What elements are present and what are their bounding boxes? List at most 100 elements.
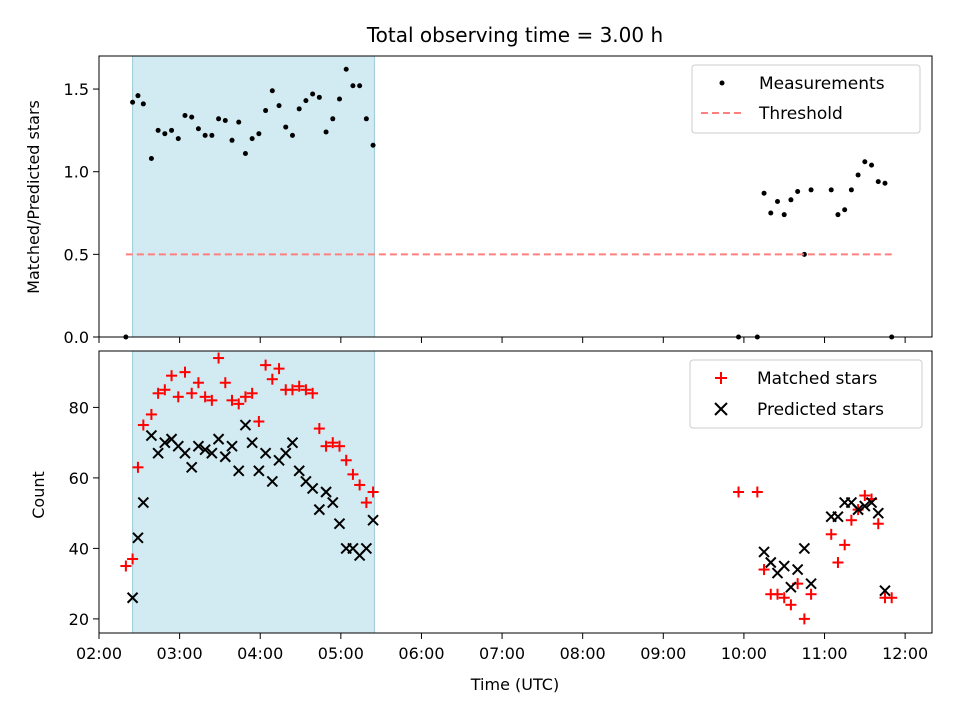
measurement-point xyxy=(130,99,136,105)
predicted-stars-point xyxy=(367,514,379,526)
predicted-stars-point xyxy=(159,436,171,449)
predicted-stars-point xyxy=(313,503,326,516)
measurement-point xyxy=(781,212,787,218)
predicted-stars-point xyxy=(785,581,797,593)
matched-stars-point xyxy=(206,394,218,406)
predicted-stars-point xyxy=(791,563,804,576)
predicted-stars-point xyxy=(327,496,339,509)
x-tick-label: 03:00 xyxy=(157,644,203,663)
predicted-stars-point xyxy=(145,429,158,442)
matched-stars-point xyxy=(266,373,278,385)
matched-stars-point xyxy=(192,377,204,389)
y-tick-label: 40 xyxy=(69,539,89,558)
measurement-point xyxy=(842,207,848,213)
matched-stars-point xyxy=(886,592,898,604)
ratio-y-axis-label: Matched/Predicted stars xyxy=(24,100,43,294)
matched-stars-point xyxy=(327,437,339,449)
predicted-stars-point xyxy=(239,419,252,431)
measurement-point xyxy=(336,96,342,102)
predicted-stars-point xyxy=(865,496,878,509)
legend-predicted-marker xyxy=(714,402,728,416)
matched-stars-point xyxy=(199,391,211,403)
measurement-point xyxy=(882,180,888,186)
measurement-point xyxy=(303,98,309,104)
measurement-point xyxy=(357,83,363,89)
predicted-stars-point xyxy=(778,560,790,572)
measurement-point xyxy=(202,132,208,138)
series-clip-group xyxy=(123,66,895,340)
ratio-panel: 0.0 0.5 1.0 1.5 Total observing time = 3.00… xyxy=(24,23,933,347)
matched-stars-point xyxy=(145,408,157,420)
matched-stars-point xyxy=(159,384,171,396)
measurement-point xyxy=(148,155,154,161)
measurement-point xyxy=(363,116,369,122)
count-highlight-band xyxy=(132,350,375,634)
matched-stars-point xyxy=(354,479,366,491)
matched-stars-point xyxy=(300,384,312,396)
matched-stars-point xyxy=(219,377,231,389)
predicted-stars-point xyxy=(333,518,346,530)
ratio-plot-frame xyxy=(98,55,933,338)
count-legend-box xyxy=(689,359,923,429)
measurement-point xyxy=(182,113,188,119)
matched-stars-point xyxy=(859,490,871,502)
measurement-point xyxy=(761,190,767,196)
measurement-point xyxy=(283,124,289,130)
ratio-y-ticks: 0.0 0.5 1.0 1.5 xyxy=(64,80,99,347)
count-legend: Matched stars Predicted stars xyxy=(689,359,923,429)
matched-stars-point xyxy=(260,359,272,371)
measurement-point xyxy=(263,108,269,114)
legend-threshold-label: Threshold xyxy=(758,104,843,124)
matched-stars-point xyxy=(166,370,178,382)
x-tick-label: 05:00 xyxy=(318,644,364,663)
matched-stars-point xyxy=(872,518,884,530)
legend-matched-marker xyxy=(715,372,727,384)
predicted-stars-point xyxy=(226,440,238,452)
matched-stars-point xyxy=(839,539,851,551)
matched-stars-point xyxy=(771,588,783,600)
matched-stars-point xyxy=(239,391,251,403)
y-tick-label: 1.5 xyxy=(64,80,89,99)
measurement-point xyxy=(801,251,807,257)
measurement-point xyxy=(828,187,834,193)
predicted-stars-point xyxy=(832,510,844,523)
matched-stars-point xyxy=(778,592,790,604)
matched-stars-point xyxy=(333,440,345,452)
matched-stars-point xyxy=(805,588,817,600)
predicted-stars-point xyxy=(259,447,272,459)
measurement-point xyxy=(229,137,235,143)
y-tick-label: 20 xyxy=(69,610,89,629)
matched-stars-point xyxy=(286,384,298,396)
measurement-point xyxy=(768,210,774,216)
matched-stars-point xyxy=(307,387,319,399)
measurement-point xyxy=(808,187,814,193)
matched-stars-point xyxy=(132,461,144,473)
predicted-stars-point xyxy=(266,475,279,488)
count-y-ticks: 20 40 60 80 xyxy=(69,398,99,629)
legend-measurements-label: Measurements xyxy=(759,74,885,94)
predicted-stars-point xyxy=(859,500,871,512)
predicted-stars-point xyxy=(152,447,164,459)
x-tick-label: 02:00 xyxy=(76,644,122,663)
measurement-point xyxy=(289,132,295,138)
y-tick-label: 60 xyxy=(69,469,89,488)
measurement-point xyxy=(135,93,141,99)
measurement-point xyxy=(175,136,181,142)
matched-stars-point xyxy=(340,454,352,466)
predicted-stars-point xyxy=(132,532,144,544)
measurement-point xyxy=(140,101,146,107)
measurement-point xyxy=(330,116,336,122)
measurement-point xyxy=(350,83,356,89)
predicted-stars-point xyxy=(212,433,225,445)
matched-stars-point xyxy=(785,599,797,611)
measurement-point xyxy=(189,114,195,120)
matched-stars-point xyxy=(137,419,149,431)
x-tick-label: 09:00 xyxy=(640,644,686,663)
count-series-layer xyxy=(120,352,898,625)
matched-stars-point xyxy=(127,553,139,565)
predicted-stars-point xyxy=(852,503,864,516)
measurement-point xyxy=(155,127,161,133)
predicted-stars-point xyxy=(253,465,265,477)
measurement-point xyxy=(236,119,242,125)
matched-stars-point xyxy=(293,380,305,392)
